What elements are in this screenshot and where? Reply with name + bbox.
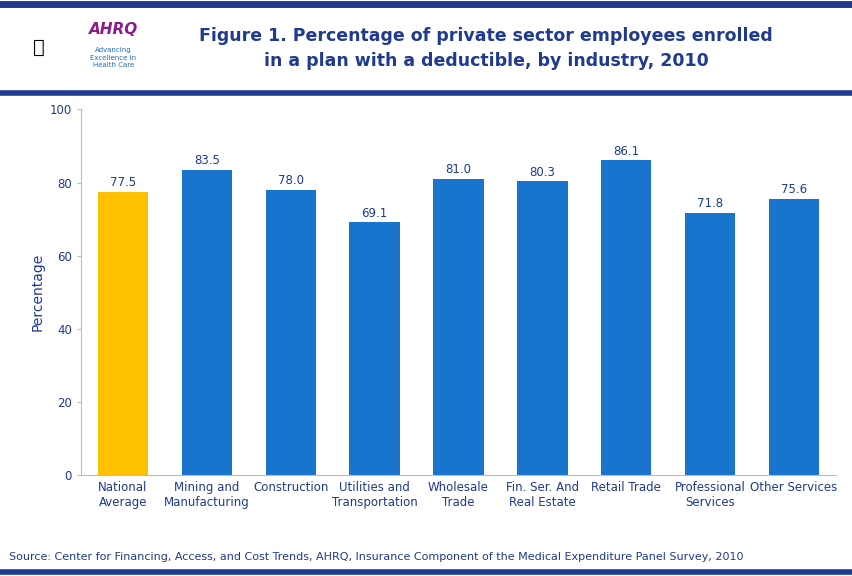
Text: 80.3: 80.3 xyxy=(529,166,555,179)
Bar xyxy=(265,190,315,475)
Text: AHRQ: AHRQ xyxy=(89,22,138,37)
Bar xyxy=(349,222,400,475)
Text: 71.8: 71.8 xyxy=(696,197,722,210)
Bar xyxy=(516,181,567,475)
Text: 83.5: 83.5 xyxy=(193,154,220,167)
Bar xyxy=(181,170,232,475)
Text: 69.1: 69.1 xyxy=(361,207,388,220)
Bar xyxy=(684,213,734,475)
Text: Advancing
Excellence in
Health Care: Advancing Excellence in Health Care xyxy=(90,47,136,68)
Text: 81.0: 81.0 xyxy=(445,164,471,176)
Bar xyxy=(601,160,651,475)
Text: 78.0: 78.0 xyxy=(278,175,303,187)
Bar xyxy=(98,192,148,475)
Text: 86.1: 86.1 xyxy=(613,145,638,158)
Text: 🦅: 🦅 xyxy=(33,38,44,57)
Text: Figure 1. Percentage of private sector employees enrolled
in a plan with a deduc: Figure 1. Percentage of private sector e… xyxy=(199,28,772,70)
Text: 75.6: 75.6 xyxy=(780,183,806,196)
Text: 77.5: 77.5 xyxy=(110,176,135,189)
Text: Source: Center for Financing, Access, and Cost Trends, AHRQ, Insurance Component: Source: Center for Financing, Access, an… xyxy=(9,552,742,562)
Bar xyxy=(433,179,483,475)
Y-axis label: Percentage: Percentage xyxy=(30,253,44,331)
Bar xyxy=(768,199,818,475)
